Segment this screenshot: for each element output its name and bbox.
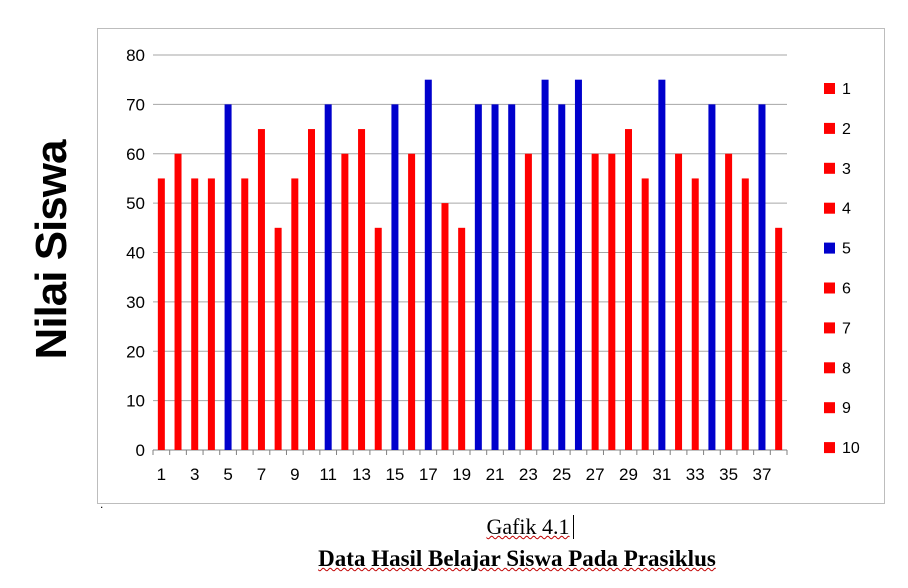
y-tick-label: 20 [126, 342, 145, 361]
bar [408, 153, 416, 450]
x-tick-label: 33 [686, 465, 705, 484]
legend-swatch [824, 282, 835, 294]
legend-swatch [824, 122, 835, 134]
bar [741, 178, 749, 450]
bar [558, 104, 566, 450]
x-tick-label: 15 [385, 465, 404, 484]
figure-title-text: Data Hasil Belajar Siswa Pada Prasiklus [318, 546, 716, 571]
x-tick-label: 27 [586, 465, 605, 484]
text-cursor [572, 515, 574, 539]
y-tick-label: 30 [126, 293, 145, 312]
bar [441, 203, 449, 450]
figure-number-text: Gafik 4.1 [486, 514, 570, 539]
x-tick-label: 19 [452, 465, 471, 484]
bar [508, 104, 516, 450]
x-tick-label: 9 [290, 465, 299, 484]
x-tick-label: 23 [519, 465, 538, 484]
bar [474, 104, 482, 450]
legend-swatch [824, 202, 835, 214]
legend-swatch [824, 362, 835, 374]
legend-label: 6 [842, 281, 851, 298]
bar [691, 178, 699, 450]
bar [758, 104, 766, 450]
legend-swatch [824, 162, 835, 174]
y-tick-label: 80 [126, 46, 145, 65]
bar [191, 178, 199, 450]
x-tick-label: 7 [257, 465, 266, 484]
bar [157, 178, 165, 450]
legend-swatch [824, 83, 835, 94]
bar [608, 153, 616, 450]
legend-label: 10 [842, 440, 860, 457]
bar [174, 153, 182, 450]
x-tick-label: 25 [552, 465, 571, 484]
bar [541, 79, 549, 450]
bar [391, 104, 399, 450]
bar [641, 178, 649, 450]
legend-swatch [824, 242, 835, 254]
x-tick-label: 17 [419, 465, 438, 484]
bar [324, 104, 332, 450]
y-tick-label: 10 [126, 392, 145, 411]
y-tick-label: 50 [126, 194, 145, 213]
x-tick-label: 13 [352, 465, 371, 484]
bar [675, 153, 683, 450]
bar [424, 79, 432, 450]
x-tick-label: 5 [223, 465, 232, 484]
y-tick-label: 0 [136, 441, 145, 460]
legend-swatch [824, 442, 835, 454]
figure-number-caption: Gafik 4.1 [0, 514, 908, 540]
bar [308, 129, 315, 450]
bar [574, 79, 582, 450]
legend-label: 5 [842, 241, 851, 258]
figure-title-caption: Data Hasil Belajar Siswa Pada Prasiklus [0, 546, 908, 572]
chart-frame [97, 28, 885, 504]
x-tick-label: 3 [190, 465, 199, 484]
bar [625, 129, 632, 450]
bar [274, 227, 282, 450]
legend-label: 9 [842, 400, 851, 417]
bar [358, 129, 366, 450]
bar [591, 153, 599, 450]
x-tick-label: 21 [486, 465, 505, 484]
bar [524, 153, 532, 450]
legend-swatch [824, 322, 835, 334]
y-tick-label: 60 [126, 145, 145, 164]
bar [374, 227, 382, 450]
x-tick-label: 37 [753, 465, 772, 484]
bar [725, 153, 733, 450]
legend-label: 4 [842, 201, 851, 218]
legend-label: 8 [842, 360, 851, 377]
legend-label: 3 [842, 161, 851, 178]
y-tick-label: 40 [126, 244, 145, 263]
x-tick-label: 29 [619, 465, 638, 484]
bar [658, 79, 666, 450]
bar [207, 178, 215, 450]
legend-label: 2 [842, 121, 851, 138]
legend-swatch [824, 402, 835, 414]
bar [491, 104, 499, 450]
bar [224, 104, 232, 450]
x-tick-label: 31 [652, 465, 671, 484]
bar [257, 129, 265, 450]
bar [291, 178, 299, 450]
bar [708, 104, 716, 450]
bar [341, 153, 349, 450]
bar [241, 178, 249, 450]
stray-dot: . [100, 497, 104, 511]
x-tick-label: 35 [719, 465, 738, 484]
legend-label: 1 [842, 81, 851, 98]
x-tick-label: 11 [319, 465, 337, 484]
x-tick-label: 1 [157, 465, 166, 484]
bar [775, 227, 783, 450]
y-tick-label: 70 [126, 95, 145, 114]
bar [458, 227, 466, 450]
legend-label: 7 [842, 320, 851, 337]
